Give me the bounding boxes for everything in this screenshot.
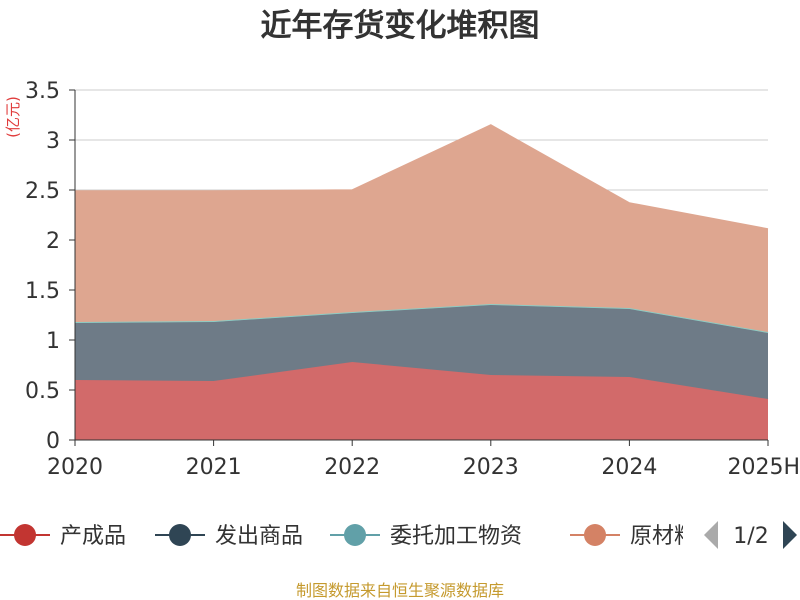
plot-area: [74, 124, 769, 440]
legend-circle-icon: [14, 524, 36, 546]
legend-label: 原材料: [630, 524, 696, 549]
x-axis-ticks: 2020 2021 2022 2023 2024 2025H: [47, 440, 800, 480]
y-tick-label: 1: [46, 329, 60, 354]
data-source-note: 制图数据来自恒生聚源数据库: [296, 581, 504, 600]
legend-next-arrow-icon[interactable]: [783, 521, 797, 549]
legend-circle-icon: [344, 524, 366, 546]
area-series-3: [75, 125, 768, 332]
legend-label: 发出商品: [215, 524, 303, 549]
legend-circle-icon: [584, 524, 606, 546]
x-tick-label: 2021: [186, 455, 242, 480]
y-axis-ticks: 0 0.5 1 1.5 2 2.5 3 3.5: [25, 79, 75, 454]
x-tick-label: 2023: [463, 455, 519, 480]
y-tick-label: 2: [46, 229, 60, 254]
legend-label: 产成品: [60, 524, 126, 549]
y-tick-label: 2.5: [25, 179, 60, 204]
legend-item[interactable]: 委托加工物资: [330, 524, 522, 549]
y-axis-unit-label: (亿元): [4, 96, 22, 138]
legend-label: 委托加工物资: [390, 524, 522, 549]
legend-item[interactable]: 原材料: [570, 524, 696, 549]
y-tick-label: 1.5: [25, 279, 60, 304]
legend: 产成品 发出商品 委托加工物资 原材料: [0, 524, 696, 549]
legend-circle-icon: [169, 524, 191, 546]
x-tick-label: 2025H: [727, 455, 800, 480]
y-tick-label: 3: [46, 129, 60, 154]
x-tick-label: 2024: [601, 455, 657, 480]
series-line-3: [75, 124, 769, 230]
y-tick-label: 3.5: [25, 79, 60, 104]
legend-prev-arrow-icon[interactable]: [704, 521, 718, 549]
x-tick-label: 2022: [324, 455, 380, 480]
legend-item[interactable]: 发出商品: [155, 524, 303, 549]
chart-title: 近年存货变化堆积图: [261, 8, 540, 44]
legend-item[interactable]: 产成品: [0, 524, 126, 549]
y-tick-label: 0.5: [25, 379, 60, 404]
axes: [74, 90, 768, 441]
x-tick-label: 2020: [47, 455, 103, 480]
y-tick-label: 0: [46, 429, 60, 454]
area-series-0: [75, 362, 768, 440]
legend-page-indicator: 1/2: [733, 524, 768, 549]
legend-pager: 1/2: [704, 521, 797, 549]
area-series-1: [75, 305, 768, 399]
